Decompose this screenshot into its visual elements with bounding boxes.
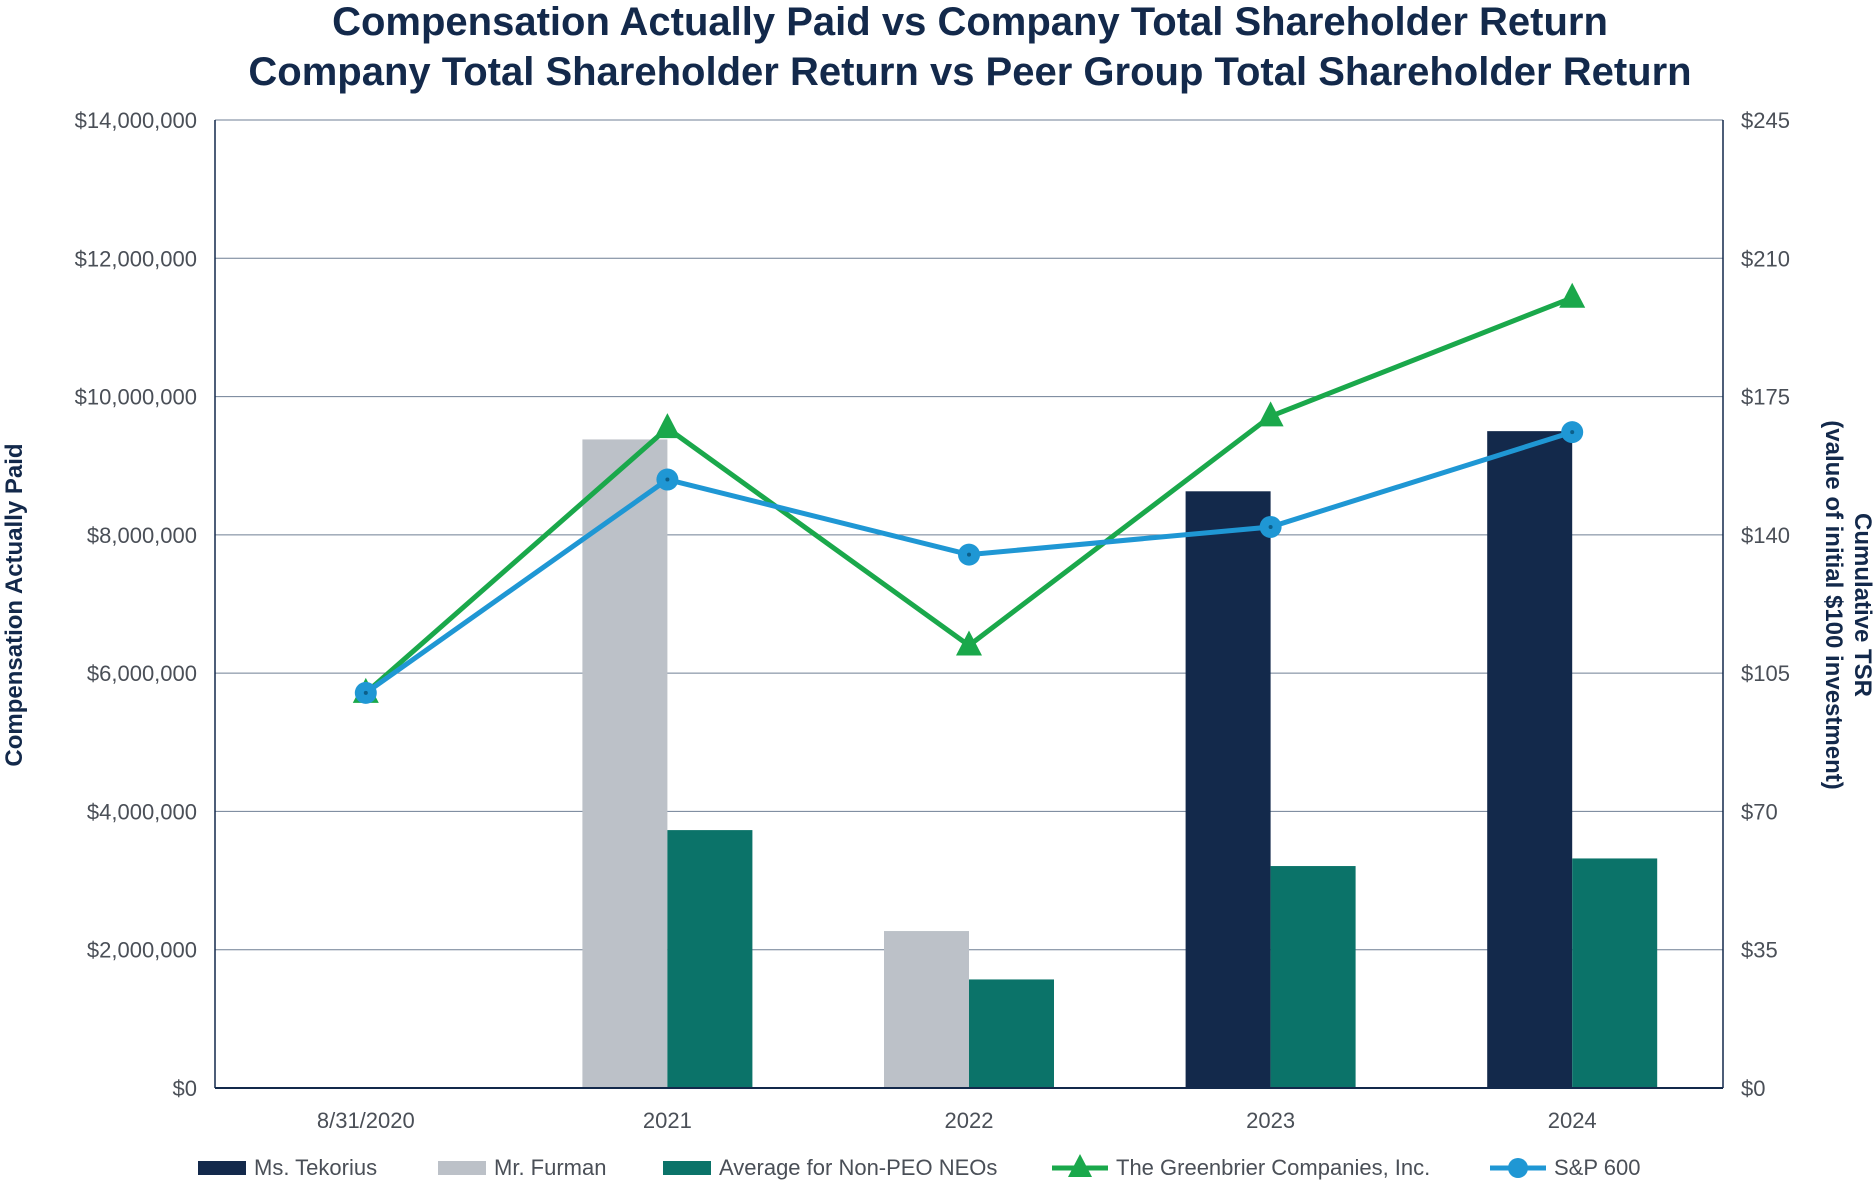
bar-average-for-non-peo-neos (667, 830, 753, 1088)
chart-title: Compensation Actually Paid vs Company To… (248, 0, 1691, 94)
y-axis-left-title: Compensation Actually Paid (1, 443, 28, 766)
legend-label-mr-furman: Mr. Furman (494, 1155, 606, 1180)
y-left-tick-label: $14,000,000 (75, 108, 197, 133)
y-left-tick-label: $10,000,000 (75, 385, 197, 410)
y-right-tick-label: $35 (1741, 938, 1778, 963)
bar-average-for-non-peo-neos (1572, 858, 1658, 1088)
x-tick-label: 2023 (1246, 1108, 1295, 1133)
axis-titles: Compensation Actually Paid Cumulative TS… (1, 420, 1875, 789)
y-right-tick-label: $0 (1741, 1076, 1765, 1101)
y-right-tick-label: $175 (1741, 385, 1790, 410)
bar-average-for-non-peo-neos (969, 979, 1054, 1088)
marker-triangle (956, 630, 982, 656)
legend-swatch-average-for-non-peo-neos (663, 1161, 711, 1175)
x-tick-label: 8/31/2020 (317, 1108, 415, 1133)
x-tick-label: 2021 (643, 1108, 692, 1133)
legend-swatch-mr-furman (438, 1161, 486, 1175)
marker-circle-dot (665, 477, 670, 482)
y-right-tick-label: $70 (1741, 799, 1778, 824)
bars (582, 431, 1658, 1089)
chart-title-line-1: Compensation Actually Paid vs Company To… (332, 0, 1608, 44)
legend-label-ms-tekorius: Ms. Tekorius (254, 1155, 377, 1180)
bar-ms-tekorius (1185, 491, 1271, 1089)
marker-triangle (654, 413, 681, 439)
x-tick-label: 2024 (1548, 1108, 1597, 1133)
legend-label-the-greenbrier-companies-inc-: The Greenbrier Companies, Inc. (1116, 1155, 1430, 1180)
x-tick-label: 2022 (945, 1108, 994, 1133)
y-right-tick-label: $210 (1741, 246, 1790, 271)
legend-label-s-p-600: S&P 600 (1554, 1155, 1640, 1180)
marker-circle-dot (363, 690, 368, 695)
legend-label-average-for-non-peo-neos: Average for Non-PEO NEOs (719, 1155, 997, 1180)
marker-triangle (1257, 401, 1284, 427)
marker-triangle (1559, 282, 1586, 308)
marker-circle-dot (967, 552, 971, 557)
y-left-tick-label: $8,000,000 (87, 523, 197, 548)
legend-swatch-ms-tekorius (198, 1161, 246, 1175)
bar-ms-tekorius (1487, 431, 1573, 1089)
y-left-tick-label: $4,000,000 (87, 799, 197, 824)
marker-circle-dot (1268, 524, 1273, 529)
marker-circle-dot (1570, 430, 1575, 435)
chart-title-line-2: Company Total Shareholder Return vs Peer… (248, 50, 1691, 94)
bar-mr-furman (884, 931, 969, 1088)
legend: Ms. Tekorius Mr. Furman Average for Non-PE… (198, 1154, 1640, 1180)
y-right-tick-label: $140 (1741, 523, 1790, 548)
tick-labels: $0 $2,000,000 $4,000,000 $6,000,000 $8,000,0… (75, 108, 1790, 1133)
legend-marker-triangle (1068, 1154, 1092, 1177)
y-right-tick-label: $105 (1741, 661, 1790, 686)
gridlines (215, 119, 1723, 951)
y-left-tick-label: $2,000,000 (87, 938, 197, 963)
bar-average-for-non-peo-neos (1270, 866, 1356, 1088)
line-series (352, 282, 1586, 704)
bar-mr-furman (582, 439, 668, 1088)
y-left-tick-label: $0 (173, 1076, 197, 1101)
y-left-tick-label: $12,000,000 (75, 246, 197, 271)
legend-marker-circle (1508, 1158, 1528, 1178)
y-right-tick-label: $245 (1741, 108, 1790, 133)
y-left-tick-label: $6,000,000 (87, 661, 197, 686)
y-axis-right-title-line-1: Cumulative TSR (1849, 513, 1875, 697)
axes (214, 120, 1724, 1089)
y-axis-right-title-line-2: (value of initial $100 investment) (1820, 420, 1847, 789)
